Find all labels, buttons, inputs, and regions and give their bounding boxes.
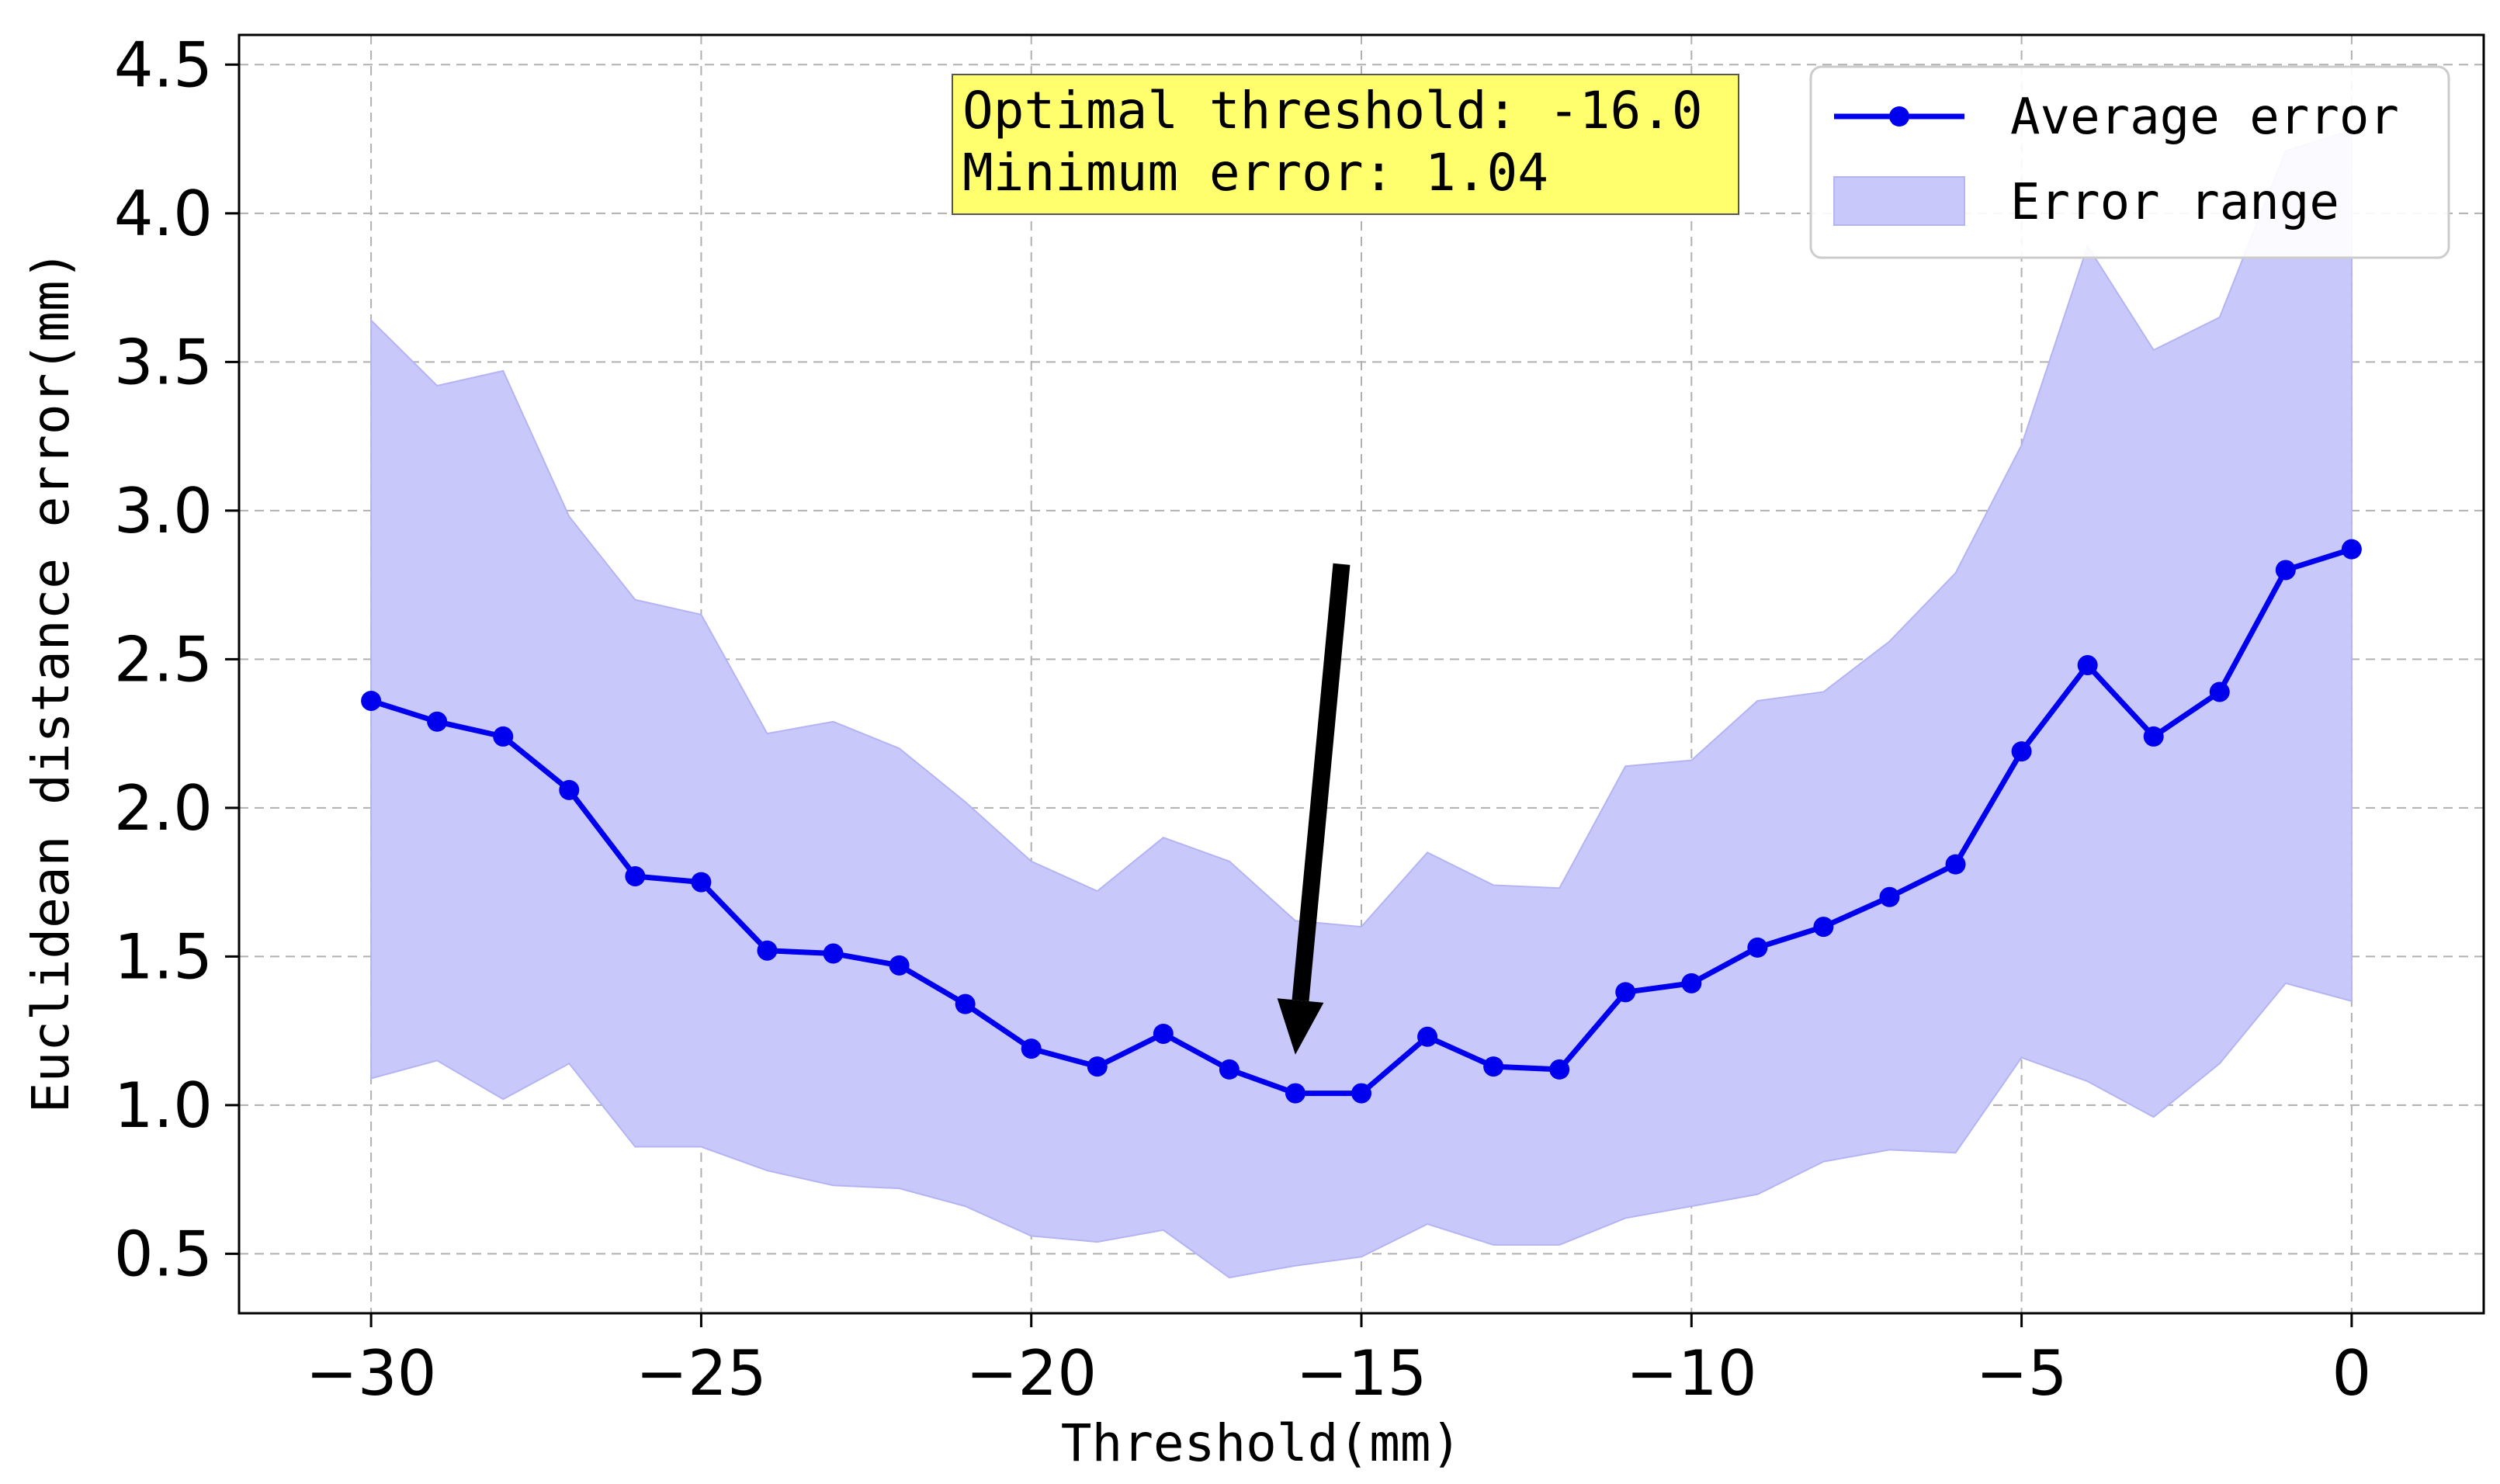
data-point-0 [361,690,382,711]
data-point-26 [2077,655,2098,676]
data-point-17 [1483,1056,1504,1077]
annotation-line-0: Optimal threshold: -16.0 [962,81,1703,140]
annotation-line-1: Minimum error: 1.04 [962,143,1548,203]
legend-label-error-range: Error range [2010,174,2339,231]
x-axis-label: Threshold(mm) [1061,1413,1462,1473]
average-error-series [361,539,2362,1104]
data-point-3 [559,779,580,800]
data-point-29 [2275,560,2296,581]
data-point-15 [1351,1083,1371,1104]
arrow-shaft [1292,563,1351,1002]
x-tick-label-1: −25 [636,1337,767,1409]
data-point-20 [1681,973,1702,993]
y-tick-label-8: 4.5 [114,29,213,101]
x-tick-label-6: 0 [2332,1337,2371,1409]
error-range-area [370,129,2353,1279]
x-tick-label-0: −30 [306,1337,437,1409]
data-point-24 [1945,854,1966,875]
data-point-19 [1615,982,1636,1003]
data-point-23 [1879,886,1900,907]
y-axis-label: Euclidean distance error(mm) [21,250,81,1114]
data-point-13 [1219,1059,1240,1080]
y-tick-label-0: 0.5 [114,1218,213,1290]
data-point-11 [1087,1056,1108,1077]
x-axis-ticks: −30 −25 −20 −15 −10 −5 0 [306,1313,2371,1409]
annotation-arrow [1277,563,1351,1055]
data-point-6 [757,940,778,961]
y-axis-ticks: 0.5 1.0 1.5 2.0 2.5 3.0 3.5 4.0 4.5 [114,29,239,1290]
annotation-background [952,74,1739,215]
data-point-4 [625,865,646,886]
y-tick-label-6: 3.5 [114,326,213,398]
error-range-band [370,129,2353,1279]
data-point-1 [427,711,448,732]
y-tick-label-2: 1.5 [114,921,213,993]
data-point-10 [1021,1038,1042,1059]
legend-marker-swatch [1889,106,1909,127]
x-tick-label-4: −10 [1626,1337,1757,1409]
y-tick-label-1: 1.0 [114,1070,213,1142]
y-tick-label-3: 2.0 [114,772,213,844]
y-tick-label-4: 2.5 [114,623,213,695]
data-point-9 [955,993,976,1014]
data-point-25 [2011,741,2032,762]
data-point-8 [889,955,910,976]
data-point-16 [1417,1026,1438,1047]
data-point-14 [1285,1083,1305,1104]
data-point-28 [2209,681,2230,702]
data-point-2 [493,726,514,747]
x-tick-label-3: −15 [1296,1337,1427,1409]
legend-label-average-error: Average error [2010,88,2399,146]
arrow-head [1277,998,1324,1055]
x-tick-label-2: −20 [966,1337,1097,1409]
data-point-12 [1153,1023,1174,1044]
legend-frame [1809,65,2450,259]
data-point-5 [691,872,712,893]
legend-band-swatch [1833,176,1965,226]
data-point-21 [1747,937,1768,958]
y-tick-label-5: 3.0 [114,475,213,547]
legend: Average error Error range [1809,65,2450,259]
x-tick-label-5: −5 [1976,1337,2068,1409]
data-point-27 [2143,726,2164,747]
data-point-7 [823,943,844,964]
data-point-22 [1813,917,1834,938]
data-point-18 [1549,1059,1570,1080]
y-tick-label-7: 4.0 [114,178,213,250]
data-point-30 [2341,539,2362,560]
